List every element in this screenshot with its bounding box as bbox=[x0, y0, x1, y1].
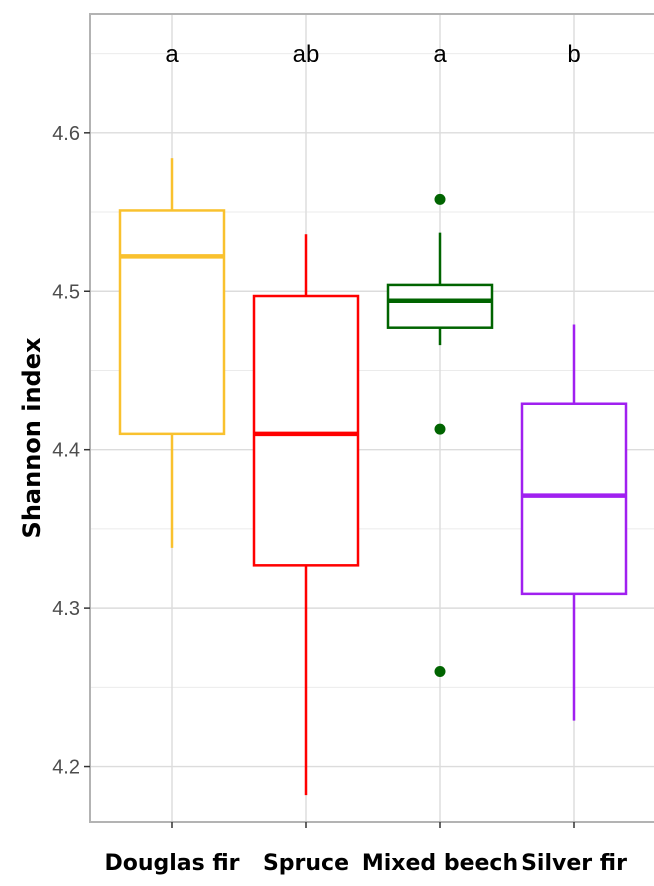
box-spruce bbox=[252, 234, 360, 796]
x-axis: Douglas fir Spruce Mixed beech Silver fir bbox=[104, 822, 627, 876]
x-tick-label: Douglas fir bbox=[104, 851, 239, 876]
y-axis-label: Shannon index bbox=[18, 337, 46, 538]
outlier-point bbox=[434, 423, 446, 435]
significance-letter: ab bbox=[293, 41, 320, 68]
iqr-box bbox=[386, 283, 494, 329]
iqr-box bbox=[520, 402, 628, 596]
box-mixed-beech bbox=[386, 193, 494, 677]
x-tick-label: Silver fir bbox=[521, 851, 627, 876]
outlier-point bbox=[434, 665, 446, 677]
significance-letter: a bbox=[165, 41, 179, 68]
plot-panel-border bbox=[89, 13, 654, 823]
outlier-point bbox=[434, 193, 446, 205]
significance-letters: a ab a b bbox=[165, 41, 580, 68]
y-tick-label: 4.5 bbox=[52, 281, 80, 303]
x-tick-label: Mixed beech bbox=[362, 851, 518, 876]
significance-letter: a bbox=[433, 41, 447, 68]
y-tick-label: 4.6 bbox=[52, 123, 80, 145]
y-tick-label: 4.2 bbox=[52, 757, 80, 779]
y-axis: 4.2 4.3 4.4 4.5 4.6 bbox=[52, 123, 90, 779]
boxes bbox=[118, 158, 628, 796]
iqr-box bbox=[252, 294, 360, 567]
box-silver-fir bbox=[520, 324, 628, 721]
box-douglas-fir bbox=[118, 158, 226, 548]
y-tick-label: 4.3 bbox=[52, 598, 80, 620]
iqr-box bbox=[118, 209, 226, 436]
y-tick-label: 4.4 bbox=[52, 440, 80, 462]
x-tick-label: Spruce bbox=[263, 851, 349, 876]
significance-letter: b bbox=[567, 41, 580, 68]
